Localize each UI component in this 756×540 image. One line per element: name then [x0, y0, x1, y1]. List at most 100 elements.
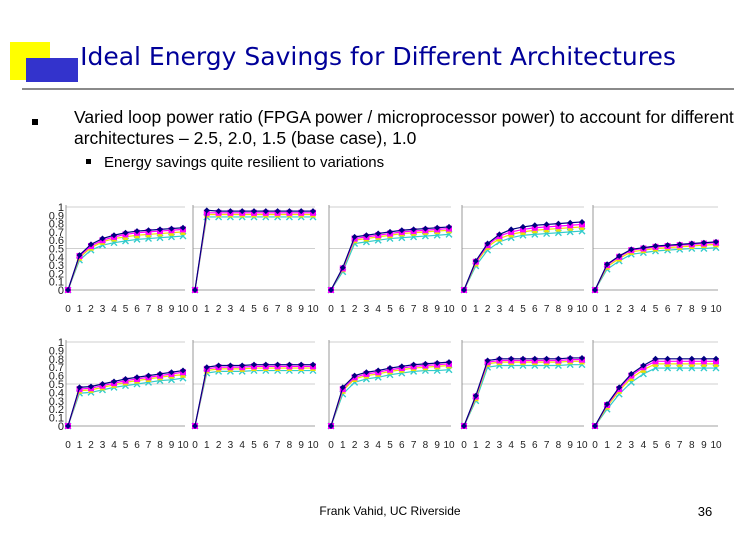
x-tick-label: 2	[616, 440, 622, 451]
data-point	[274, 208, 281, 215]
x-tick-label: 4	[508, 304, 514, 315]
y-tick-label: 0.5	[49, 379, 64, 391]
data-point	[676, 241, 683, 248]
data-point	[422, 360, 429, 367]
data-point	[422, 225, 429, 232]
x-tick-label: 8	[157, 440, 163, 451]
x-tick-label: 0	[592, 304, 598, 315]
data-point	[99, 381, 106, 387]
x-tick-label: 0	[192, 304, 198, 315]
data-point	[640, 244, 647, 251]
x-tick-label: 7	[275, 440, 281, 451]
series-line-2-5	[194, 364, 313, 427]
y-tick-label: 0.2	[49, 268, 64, 280]
x-tick-label: 5	[520, 440, 526, 451]
x-tick-label: 0	[461, 440, 467, 451]
x-tick-label: 3	[228, 440, 234, 451]
series-line-1-5	[194, 213, 313, 291]
series-line-2-0	[194, 365, 313, 427]
y-tick-label: 0	[58, 421, 64, 433]
x-tick-label: 5	[123, 304, 129, 315]
data-point	[363, 369, 370, 376]
x-tick-label: 9	[701, 304, 707, 315]
data-point	[65, 423, 71, 429]
x-tick-label: 1	[604, 440, 610, 451]
data-point	[134, 228, 140, 235]
y-tick-label: 0.3	[49, 260, 64, 272]
y-tick-label: 0	[58, 285, 64, 297]
x-tick-label: 8	[689, 440, 695, 451]
data-point	[398, 363, 405, 370]
logo-blue-bar	[26, 58, 78, 82]
x-tick-label: 2	[485, 304, 491, 315]
series-line-1-0	[67, 235, 184, 291]
x-tick-label: 10	[177, 304, 189, 315]
x-tick-label: 7	[544, 440, 550, 451]
series-line-2-0	[594, 360, 716, 427]
data-point	[157, 226, 163, 233]
bullet-square-icon	[32, 119, 38, 125]
data-point	[713, 238, 719, 245]
x-tick-label: 0	[328, 440, 334, 451]
data-point	[134, 374, 140, 381]
data-point	[496, 355, 503, 362]
x-tick-label: 4	[239, 304, 245, 315]
data-point	[446, 359, 452, 366]
data-point	[579, 218, 585, 225]
data-point	[543, 355, 550, 362]
y-tick-label: 1	[58, 202, 64, 214]
data-point	[375, 367, 382, 374]
x-tick-label: 8	[556, 304, 562, 315]
x-tick-label: 9	[298, 304, 304, 315]
y-tick-label: 0.1	[49, 413, 64, 425]
series-line-1-0	[330, 233, 450, 291]
data-point	[328, 287, 334, 293]
x-tick-label: 8	[157, 304, 163, 315]
data-point	[496, 231, 503, 238]
x-tick-label: 3	[364, 440, 370, 451]
x-tick-label: 5	[653, 304, 659, 315]
x-tick-label: 10	[177, 440, 189, 451]
data-point	[508, 355, 515, 362]
x-tick-label: 3	[629, 440, 635, 451]
data-point	[122, 229, 129, 236]
data-point	[239, 362, 246, 369]
data-point	[567, 354, 574, 361]
bullet-text-2: Energy savings quite resilient to variat…	[104, 154, 385, 171]
chart-panel-bottom-1: 00.10.20.30.40.50.60.70.80.910 1 2 3 4 5 6 7 8 9 1…	[49, 337, 189, 451]
x-tick-label: 10	[443, 440, 455, 451]
data-point	[616, 252, 623, 259]
x-tick-label: 10	[443, 304, 455, 315]
x-tick-label: 5	[387, 304, 393, 315]
data-point	[286, 361, 293, 368]
data-point	[286, 208, 293, 215]
data-point	[461, 423, 467, 429]
data-point	[351, 372, 358, 379]
x-tick-label: 9	[567, 440, 573, 451]
data-point	[88, 383, 94, 390]
data-point	[215, 208, 222, 215]
series-line-1-5	[194, 367, 313, 427]
x-tick-label: 4	[375, 304, 381, 315]
x-tick-label: 6	[532, 440, 538, 451]
x-tick-label: 9	[169, 440, 175, 451]
data-point	[688, 355, 695, 362]
data-point	[410, 226, 417, 233]
y-tick-label: 0.1	[49, 277, 64, 289]
x-tick-label: 6	[399, 304, 405, 315]
y-tick-label: 0.8	[49, 354, 64, 366]
x-tick-label: 2	[216, 304, 222, 315]
x-tick-label: 9	[434, 304, 440, 315]
x-tick-label: 1	[473, 304, 479, 315]
x-tick-label: 4	[508, 440, 514, 451]
x-tick-label: 7	[677, 440, 683, 451]
data-point	[628, 370, 635, 377]
data-point	[508, 226, 515, 233]
y-tick-label: 0.6	[49, 371, 64, 383]
x-tick-label: 3	[228, 304, 234, 315]
data-point	[375, 230, 382, 237]
data-point	[520, 223, 526, 230]
x-tick-label: 8	[556, 440, 562, 451]
data-point	[298, 361, 305, 368]
data-point	[157, 370, 163, 377]
